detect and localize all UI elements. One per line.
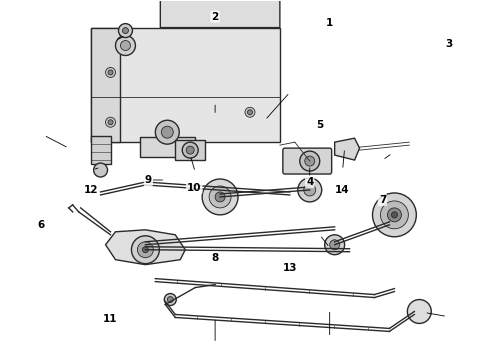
- Text: 14: 14: [334, 185, 349, 195]
- Text: 5: 5: [316, 120, 323, 130]
- Circle shape: [325, 235, 344, 255]
- Circle shape: [202, 179, 238, 215]
- Circle shape: [407, 300, 431, 323]
- Circle shape: [380, 201, 408, 229]
- Polygon shape: [335, 138, 360, 160]
- Polygon shape: [160, 0, 280, 28]
- Text: 6: 6: [37, 220, 45, 230]
- Circle shape: [164, 293, 176, 306]
- Text: 8: 8: [212, 253, 219, 263]
- Circle shape: [94, 163, 107, 177]
- Circle shape: [131, 236, 159, 264]
- Circle shape: [215, 192, 225, 202]
- Text: 2: 2: [212, 12, 219, 22]
- Circle shape: [186, 146, 194, 154]
- FancyBboxPatch shape: [175, 140, 205, 160]
- Circle shape: [155, 120, 179, 144]
- Circle shape: [122, 28, 128, 33]
- Text: 10: 10: [187, 183, 201, 193]
- Text: 4: 4: [306, 177, 314, 187]
- Circle shape: [300, 151, 319, 171]
- Circle shape: [105, 117, 116, 127]
- Circle shape: [108, 70, 113, 75]
- Circle shape: [137, 242, 153, 258]
- Circle shape: [209, 186, 231, 208]
- FancyBboxPatch shape: [141, 137, 195, 157]
- Circle shape: [305, 156, 315, 166]
- Polygon shape: [105, 230, 185, 265]
- Text: 3: 3: [445, 39, 453, 49]
- Text: 12: 12: [83, 185, 98, 195]
- Circle shape: [247, 110, 252, 115]
- Circle shape: [121, 41, 130, 50]
- Circle shape: [245, 107, 255, 117]
- Circle shape: [119, 24, 132, 37]
- Circle shape: [298, 178, 322, 202]
- Circle shape: [182, 142, 198, 158]
- FancyBboxPatch shape: [91, 136, 111, 164]
- Circle shape: [143, 247, 148, 253]
- Circle shape: [167, 297, 173, 302]
- FancyBboxPatch shape: [91, 28, 280, 142]
- FancyBboxPatch shape: [283, 148, 332, 174]
- Text: 1: 1: [326, 18, 333, 28]
- Text: 13: 13: [283, 263, 297, 273]
- Circle shape: [161, 126, 173, 138]
- Circle shape: [105, 67, 116, 77]
- Circle shape: [392, 212, 397, 218]
- Circle shape: [116, 36, 135, 55]
- Text: 9: 9: [145, 175, 152, 185]
- Circle shape: [372, 193, 416, 237]
- FancyBboxPatch shape: [91, 28, 121, 142]
- Circle shape: [304, 184, 316, 196]
- Text: 11: 11: [103, 314, 118, 324]
- Text: 7: 7: [379, 195, 386, 205]
- Circle shape: [108, 120, 113, 125]
- Circle shape: [388, 208, 401, 222]
- Circle shape: [330, 240, 340, 250]
